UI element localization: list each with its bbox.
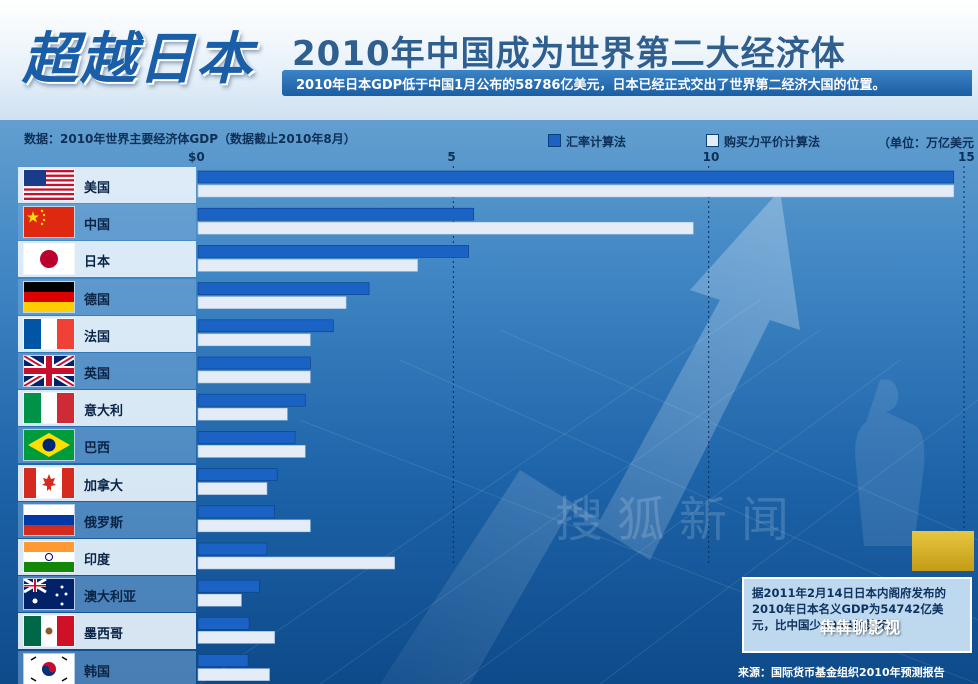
country-row: 韩国 xyxy=(18,650,196,684)
mx-flag xyxy=(24,616,74,647)
br-flag xyxy=(24,430,74,461)
bar-exchange-rate xyxy=(197,393,306,407)
country-label: 法国 xyxy=(84,329,111,345)
it-flag xyxy=(24,393,74,424)
bar-ppp xyxy=(197,593,242,607)
country-row: 中国 xyxy=(18,204,196,241)
bar-ppp xyxy=(197,668,270,681)
legend-label-exchange: 汇率计算法 xyxy=(566,135,627,149)
bar-exchange-rate xyxy=(197,245,469,258)
country-row: 英国 xyxy=(18,353,196,389)
yellow-accent-block xyxy=(912,531,974,571)
country-label: 日本 xyxy=(84,255,111,271)
country-label: 澳大利亚 xyxy=(84,590,137,606)
bar-ppp xyxy=(197,445,306,458)
us-flag xyxy=(24,170,74,200)
bar-ppp xyxy=(197,259,418,272)
bar-ppp xyxy=(197,519,311,533)
businessman-silhouette xyxy=(855,379,925,546)
country-label: 德国 xyxy=(84,292,111,308)
bar-exchange-rate xyxy=(197,282,370,295)
source-text: 来源：国际货币基金组织2010年预测报告 xyxy=(738,666,945,679)
kr-flag xyxy=(24,653,74,684)
x-tick-label: 10 xyxy=(702,150,720,164)
bar-exchange-rate xyxy=(197,542,268,556)
bar-ppp xyxy=(197,184,955,198)
main-title: 超越日本 xyxy=(22,27,254,92)
country-row: 美国 xyxy=(18,167,196,203)
fr-flag xyxy=(24,318,74,349)
in-flag xyxy=(24,542,74,572)
faint-watermark: 搜狐新闻 xyxy=(555,492,804,548)
sub-title: 2010年中国成为世界第二大经济体 xyxy=(292,34,846,74)
bar-exchange-rate xyxy=(197,505,275,519)
bar-ppp xyxy=(197,370,311,384)
uk-flag xyxy=(24,356,74,386)
x-tick-label: 15 xyxy=(958,150,975,164)
bar-ppp xyxy=(197,333,311,347)
country-label: 印度 xyxy=(84,553,111,568)
country-label: 意大利 xyxy=(84,404,124,420)
cn-flag xyxy=(24,207,74,238)
country-row: 澳大利亚 xyxy=(18,576,196,613)
watermark-text: 犇犇聊影视 xyxy=(820,618,901,637)
legend-swatch-ppp xyxy=(706,134,719,147)
x-tick-label: 5 xyxy=(447,150,456,164)
bar-ppp xyxy=(197,631,275,644)
bar-exchange-rate xyxy=(197,617,250,630)
country-label: 加拿大 xyxy=(84,478,124,494)
rising-arrow-shape xyxy=(380,190,800,684)
annotation-box: 据2011年2月14日日本内阁府发布的2010年日本名义GDP为54742亿美元… xyxy=(742,577,972,653)
bar-ppp xyxy=(197,296,347,309)
country-label: 英国 xyxy=(84,367,111,382)
bar-exchange-rate xyxy=(197,654,249,667)
bar-ppp xyxy=(197,556,395,570)
ru-flag xyxy=(24,504,74,535)
x-tick-label: $0 xyxy=(188,150,205,164)
bar-exchange-rate xyxy=(197,319,334,333)
country-row: 德国 xyxy=(18,278,196,315)
jp-flag xyxy=(24,244,74,275)
country-row: 巴西 xyxy=(18,427,196,464)
chart-title: 数据：2010年世界主要经济体GDP（数据截止2010年8月） xyxy=(24,132,356,146)
bar-exchange-rate xyxy=(197,356,311,370)
country-label: 中国 xyxy=(84,218,111,234)
bar-ppp xyxy=(197,221,694,235)
country-row: 印度 xyxy=(18,539,196,575)
country-label: 巴西 xyxy=(84,441,111,457)
country-label: 俄罗斯 xyxy=(84,515,124,531)
country-row: 加拿大 xyxy=(18,464,196,501)
bar-exchange-rate xyxy=(197,468,278,481)
unit-label: （单位：万亿美元 xyxy=(878,136,975,150)
au-flag xyxy=(24,579,74,610)
ca-flag xyxy=(24,467,74,498)
bar-exchange-rate xyxy=(197,170,955,184)
country-row: 俄罗斯 xyxy=(18,501,196,538)
bar-exchange-rate xyxy=(197,207,475,221)
headline-text: 2010年日本GDP低于中国1月公布的58786亿美元，日本已经正式交出了世界第… xyxy=(296,78,886,93)
country-label: 墨西哥 xyxy=(84,627,124,643)
country-label: 韩国 xyxy=(84,664,111,680)
de-flag xyxy=(24,281,74,312)
country-row: 意大利 xyxy=(18,390,196,427)
headline-ribbon xyxy=(282,70,972,96)
country-row: 法国 xyxy=(18,315,196,352)
country-row: 墨西哥 xyxy=(18,613,196,650)
legend-swatch-exchange xyxy=(548,134,561,147)
bar-ppp xyxy=(197,482,268,495)
country-row: 日本 xyxy=(18,241,196,278)
bar-exchange-rate xyxy=(197,579,260,593)
bar-ppp xyxy=(197,407,288,421)
legend-label-ppp: 购买力平价计算法 xyxy=(724,135,821,149)
country-label: 美国 xyxy=(84,181,111,196)
header-banner xyxy=(0,0,978,120)
bar-exchange-rate xyxy=(197,431,296,444)
